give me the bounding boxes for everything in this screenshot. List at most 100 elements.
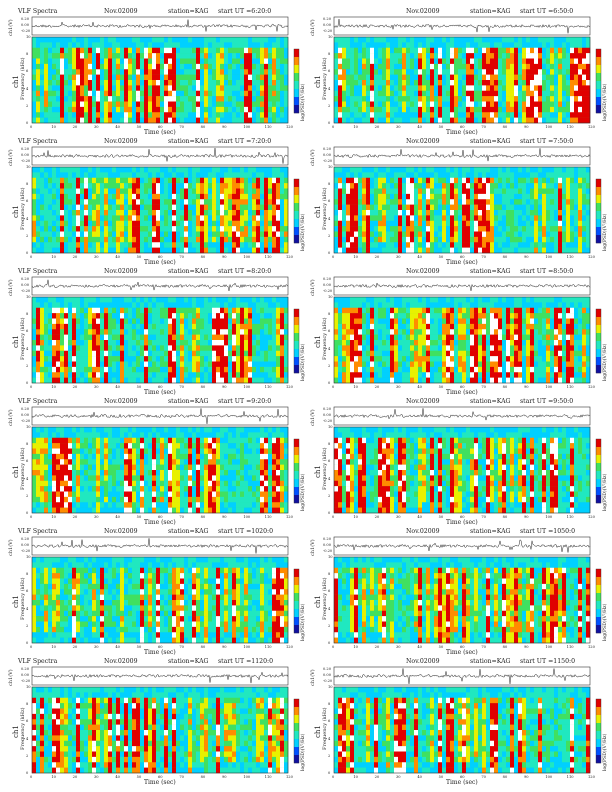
spectrogram-cell (378, 106, 383, 113)
spectrogram-cell (128, 177, 133, 184)
spectrogram-cell (136, 63, 141, 70)
spectrogram-cell (578, 90, 583, 97)
spectrogram-cell (346, 53, 351, 59)
spectrogram-cell (172, 345, 177, 351)
spectrogram-cell (148, 80, 153, 86)
spectrogram-cell (284, 210, 289, 216)
spectrogram-cell (462, 220, 467, 227)
spectrogram-cell (338, 183, 343, 189)
spectrogram-cell (514, 193, 519, 200)
spectrogram-cell (212, 188, 217, 195)
spectrogram-cell (164, 340, 169, 346)
spectrogram-cell (586, 172, 591, 178)
spectrogram-cell (128, 361, 133, 368)
spectrogram-cell (390, 231, 395, 238)
spectrogram-cell (144, 199, 149, 205)
spectrogram-cell (530, 112, 535, 118)
spectrogram-cell (252, 242, 257, 248)
spectrogram-cell (546, 247, 551, 254)
spectrogram-cell (104, 215, 109, 221)
waveform-trace (333, 18, 591, 34)
spectrogram-cell (502, 74, 507, 81)
spectrogram-cell (394, 204, 399, 211)
spectrogram-cell (96, 323, 101, 330)
spectrogram-cell (450, 210, 455, 216)
spectrogram-cell (68, 236, 73, 243)
spectrogram-cell (196, 74, 201, 81)
spectrogram-cell (498, 177, 503, 184)
spectrogram-cell (386, 106, 391, 113)
spectrogram-cell (252, 112, 257, 118)
spectrogram-cell (120, 372, 125, 378)
spectrogram-cell (466, 188, 471, 195)
spectrogram-cell (554, 183, 559, 189)
spectrogram-cell (354, 172, 359, 178)
spectrogram-cell (268, 167, 273, 173)
spectrogram-cell (212, 74, 217, 81)
spectrogram-cell (208, 172, 213, 178)
spectrogram-cell (120, 188, 125, 195)
spectrogram-cell (84, 204, 89, 211)
spectrogram-cell (346, 242, 351, 248)
spectrogram-cell (188, 199, 193, 205)
spectrogram-cell (48, 106, 53, 113)
spectrogram-cell (398, 58, 403, 65)
spectrogram-cell (100, 345, 105, 351)
spectrogram-cell (80, 47, 85, 54)
spectrogram-cell (366, 204, 371, 211)
spectrogram-cell (438, 80, 443, 86)
spectrogram-cell (196, 318, 201, 325)
spectrogram-cell (60, 193, 65, 200)
spectrogram-cell (276, 74, 281, 81)
spectrogram-cell (248, 53, 253, 59)
spectrogram-cell (156, 372, 161, 378)
time-x-tick: 110 (566, 255, 574, 259)
spectrogram-cell (426, 106, 431, 113)
spectrogram-cell (506, 247, 511, 254)
spectrogram-cell (100, 58, 105, 65)
spectrogram-cell (36, 323, 41, 330)
spectrogram-cell (570, 80, 575, 86)
spectrogram-cell (148, 215, 153, 221)
spectrogram-cell (240, 236, 245, 243)
spectrogram-cell (196, 167, 201, 173)
spectrogram-cell (502, 58, 507, 65)
spectrogram-cell (442, 188, 447, 195)
spectrogram-cell (204, 193, 209, 200)
spectrogram-cell (526, 42, 531, 48)
spectrogram-cell (264, 47, 269, 54)
spectrogram-cell (168, 231, 173, 238)
spectrogram-cell (422, 204, 427, 211)
spectrogram-cell (442, 215, 447, 221)
spectrogram-cell (550, 85, 555, 91)
spectrogram-cell (104, 69, 109, 75)
spectrogram-cell (276, 215, 281, 221)
spectrogram-cell (172, 37, 177, 43)
spectrogram-cell (474, 42, 479, 48)
spectrogram-cell (354, 247, 359, 254)
time-x-tick: 20 (72, 125, 78, 129)
spectrogram-cell (32, 69, 37, 75)
spectrogram-cell (36, 58, 41, 65)
spectrogram-cell (164, 318, 169, 325)
spectrogram-cell (52, 236, 57, 243)
spectrogram-cell (358, 106, 363, 113)
spectrogram-cell (510, 172, 515, 178)
spectrogram-cell (470, 53, 475, 59)
spectrogram-cell (144, 307, 149, 314)
spectrogram-cell (224, 53, 229, 59)
spectrogram-cell (518, 188, 523, 195)
spectrogram-cell (346, 106, 351, 113)
spectrogram-cell (462, 58, 467, 65)
spectrogram-cell (88, 356, 93, 362)
spectrogram-cell (68, 247, 73, 254)
spectrogram-cell (272, 204, 277, 211)
spectrogram-cell (96, 318, 101, 325)
spectrogram-cell (40, 313, 45, 319)
spectrogram-cell (92, 183, 97, 189)
spectrogram-cell (180, 37, 185, 43)
time-x-tick: 110 (264, 255, 272, 259)
spectrogram-cell (546, 69, 551, 75)
spectrogram-cell (40, 302, 45, 308)
spectrogram-cell (92, 215, 97, 221)
